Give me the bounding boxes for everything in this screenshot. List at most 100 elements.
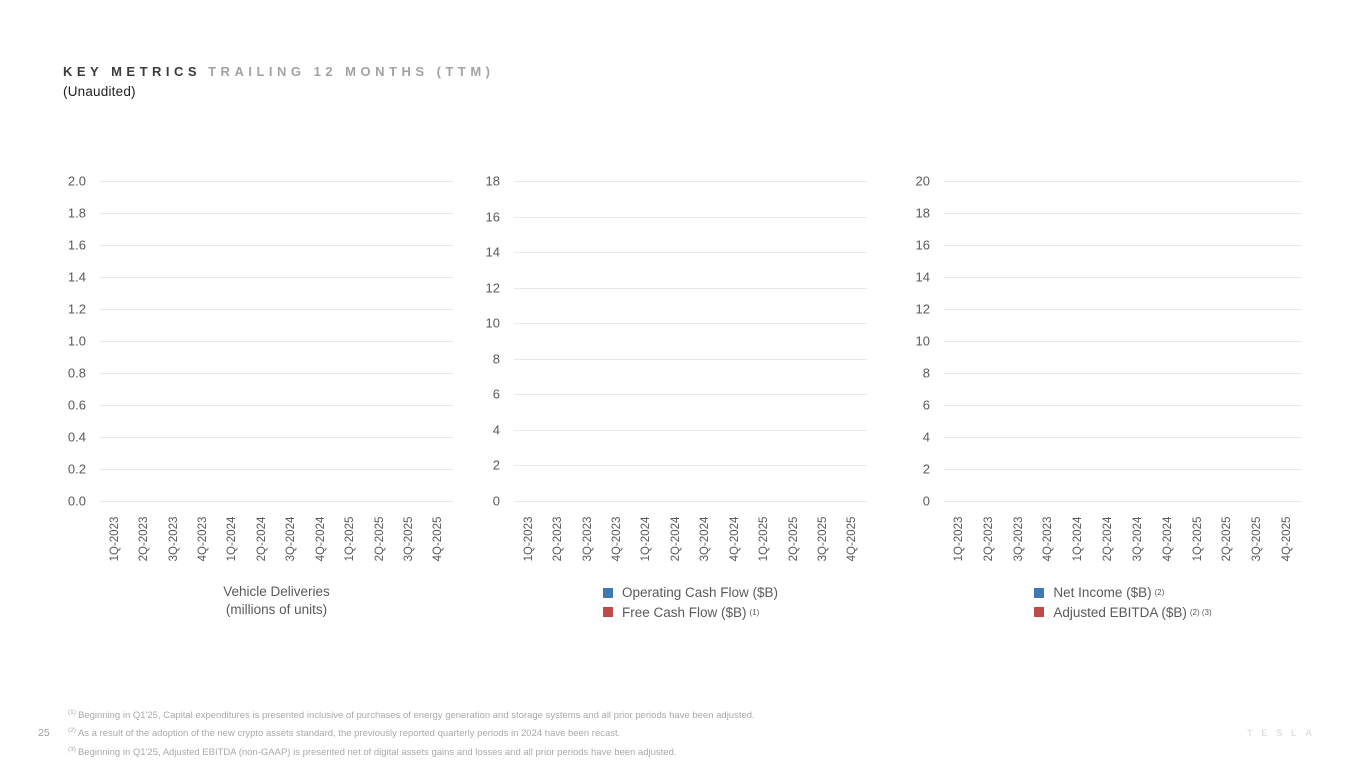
y-tick-label: 8 xyxy=(492,351,500,367)
footnote-1-text: Beginning in Q1'25, Capital expenditures… xyxy=(77,710,755,722)
chart-net-income-ebitda: 20 18 16 14 12 10 8 6 4 2 0 1Q-2023 2Q-2023 3Q-2023 4Q… xyxy=(916,174,1302,622)
gridline xyxy=(100,469,453,470)
y-tick-label: 18 xyxy=(915,205,930,221)
footnote-2: (2) As a result of the adoption of the ne… xyxy=(68,723,755,741)
x-tick-text: 2Q-2023 xyxy=(138,516,151,562)
x-tick-label: 4Q-2024 xyxy=(720,507,749,571)
gridline xyxy=(514,394,867,396)
legend-label: Free Cash Flow ($B) xyxy=(621,604,747,620)
gridline xyxy=(100,373,453,374)
legend-item: Adjusted EBITDA ($B) (2) (3) xyxy=(1034,603,1212,623)
legend-swatch xyxy=(1034,587,1045,598)
gridline xyxy=(100,501,453,502)
x-tick-label: 2Q-2023 xyxy=(129,507,158,571)
x-axis: 1Q-2023 2Q-2023 3Q-2023 4Q-2023 1Q-2024 2Q-20… xyxy=(944,507,1302,571)
x-tick-text: 3Q-2025 xyxy=(1251,516,1264,562)
y-tick-label: 0.2 xyxy=(67,461,86,477)
y-tick-label: 6 xyxy=(922,397,930,413)
x-tick-label: 1Q-2025 xyxy=(335,507,364,571)
y-tick-label: 18 xyxy=(485,173,500,189)
x-tick-label: 1Q-2024 xyxy=(218,507,247,571)
x-tick-label: 3Q-2025 xyxy=(1242,507,1272,571)
y-tick-label: 16 xyxy=(485,209,500,225)
legend-item: Operating Cash Flow ($B) xyxy=(602,583,779,603)
x-tick-label: 3Q-2024 xyxy=(277,507,306,571)
y-tick-label: 2 xyxy=(492,457,500,473)
x-tick-text: 1Q-2024 xyxy=(640,516,653,562)
x-tick-label: 4Q-2024 xyxy=(1153,507,1183,571)
legend-label: Net Income ($B) xyxy=(1053,585,1152,600)
gridline xyxy=(944,437,1302,438)
y-tick-label: 0.4 xyxy=(67,429,86,445)
x-tick-text: 3Q-2023 xyxy=(167,516,180,562)
x-tick-label: 4Q-2023 xyxy=(1033,507,1063,571)
footnote-1: (1) Beginning in Q1'25, Capital expenditu… xyxy=(68,705,755,723)
gridline xyxy=(514,323,867,325)
y-tick-label: 1.2 xyxy=(67,301,86,317)
y-tick-label: 16 xyxy=(915,237,930,253)
x-tick-text: 1Q-2023 xyxy=(952,516,965,562)
footnote-3: (3) Beginning in Q1'25, Adjusted EBITDA (… xyxy=(68,742,755,760)
legend-item: Free Cash Flow ($B) (1) xyxy=(602,603,759,623)
gridline xyxy=(944,245,1302,246)
subtitle-unaudited: (Unaudited) xyxy=(63,84,136,99)
legend-footnote-ref: (2) (3) xyxy=(1189,607,1212,617)
gridline xyxy=(944,405,1302,406)
x-tick-label: 4Q-2025 xyxy=(838,507,867,571)
chart-vehicle-deliveries: 2.0 1.8 1.6 1.4 1.2 1.0 0.8 0.6 0.4 0.2 0.0 1Q-2023… xyxy=(68,174,453,619)
footnotes: (1) Beginning in Q1'25, Capital expenditu… xyxy=(68,705,755,760)
x-tick-label: 1Q-2023 xyxy=(514,507,543,571)
footnote-2-text: As a result of the adoption of the new c… xyxy=(77,728,621,740)
gridline xyxy=(944,373,1302,374)
x-tick-label: 1Q-2023 xyxy=(100,507,129,571)
x-tick-label: 3Q-2025 xyxy=(394,507,423,571)
x-tick-text: 2Q-2025 xyxy=(373,516,386,562)
x-tick-label: 2Q-2023 xyxy=(974,507,1004,571)
x-tick-label: 3Q-2024 xyxy=(691,507,720,571)
x-tick-text: 2Q-2024 xyxy=(1102,516,1115,562)
gridline xyxy=(944,469,1302,470)
x-tick-text: 2Q-2025 xyxy=(787,516,800,562)
x-tick-label: 2Q-2025 xyxy=(365,507,394,571)
gridline xyxy=(514,429,867,431)
x-tick-text: 3Q-2023 xyxy=(1012,516,1025,562)
y-tick-label: 10 xyxy=(915,333,930,349)
x-tick-text: 3Q-2024 xyxy=(1131,516,1144,562)
legend-item: Net Income ($B) (2) xyxy=(1034,583,1164,603)
y-tick-label: 0.6 xyxy=(67,397,86,413)
y-tick-label: 6 xyxy=(492,386,500,402)
chart-subtitle: (millions of units) xyxy=(225,602,328,617)
x-tick-label: 2Q-2025 xyxy=(779,507,808,571)
gridline xyxy=(100,181,453,182)
x-tick-label: 1Q-2025 xyxy=(1183,507,1213,571)
title-block: KEY METRICS TRAILING 12 MONTHS (TTM) (Una… xyxy=(63,64,495,99)
x-tick-text: 4Q-2025 xyxy=(432,516,445,562)
legend-footnote-ref: (2) xyxy=(1154,588,1165,597)
x-tick-label: 4Q-2023 xyxy=(188,507,217,571)
x-tick-text: 4Q-2024 xyxy=(728,516,741,562)
x-tick-text: 4Q-2024 xyxy=(1161,516,1174,562)
legend-label: Operating Cash Flow ($B) xyxy=(621,585,779,600)
x-tick-text: 2Q-2023 xyxy=(552,516,565,562)
y-tick-label: 1.6 xyxy=(67,237,86,253)
y-tick-label: 12 xyxy=(485,280,500,296)
page-number: 25 xyxy=(38,727,50,739)
x-tick-label: 3Q-2023 xyxy=(1004,507,1034,571)
title-secondary: TRAILING 12 MONTHS (TTM) xyxy=(208,64,495,79)
chart-title: Vehicle Deliveries xyxy=(223,584,330,599)
y-tick-label: 1.8 xyxy=(67,205,86,221)
chart-caption: Net Income ($B) (2) Adjusted EBITDA ($B) (2… xyxy=(944,583,1302,622)
gridline xyxy=(944,501,1302,502)
chart-legend: Operating Cash Flow ($B) Free Cash Flow (… xyxy=(602,583,779,623)
y-tick-label: 8 xyxy=(922,365,930,381)
x-tick-text: 3Q-2024 xyxy=(285,516,298,562)
x-tick-text: 4Q-2023 xyxy=(196,516,209,562)
x-tick-text: 3Q-2025 xyxy=(402,516,415,562)
x-tick-label: 2Q-2023 xyxy=(543,507,572,571)
gridline xyxy=(514,465,867,467)
x-tick-text: 4Q-2023 xyxy=(610,516,623,562)
x-tick-label: 3Q-2025 xyxy=(808,507,837,571)
x-tick-label: 3Q-2023 xyxy=(159,507,188,571)
y-tick-label: 0.8 xyxy=(67,365,86,381)
